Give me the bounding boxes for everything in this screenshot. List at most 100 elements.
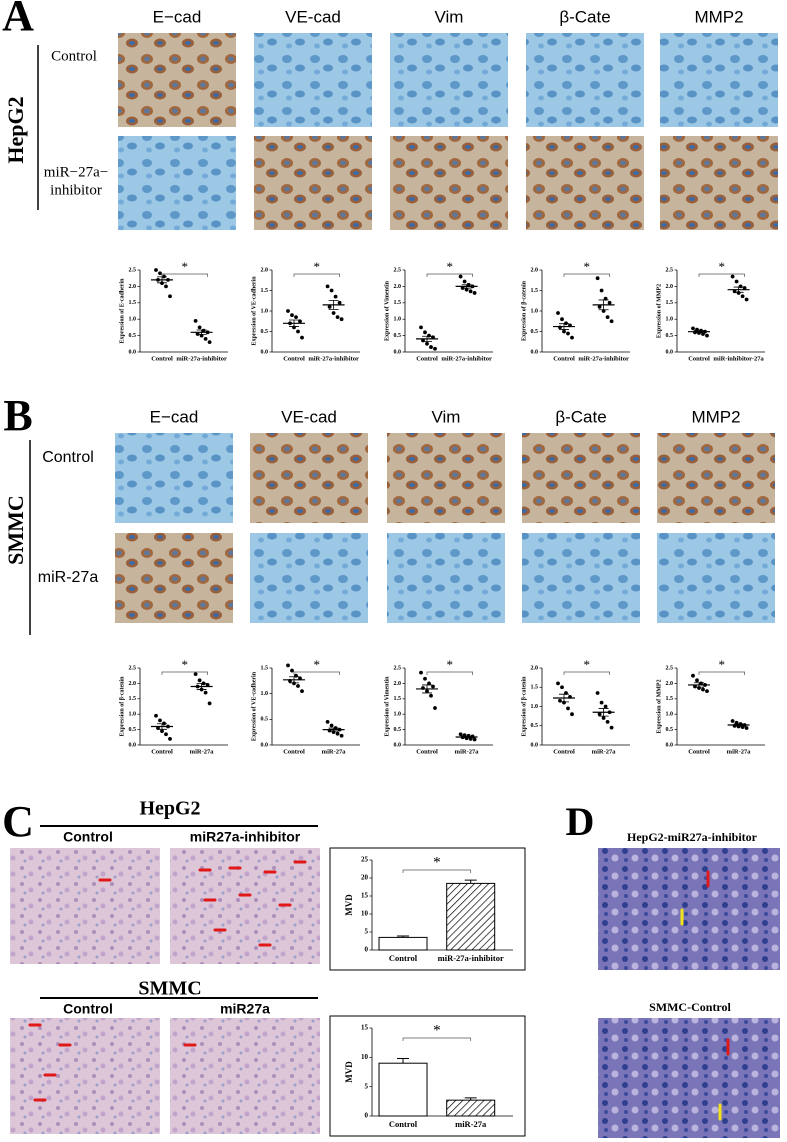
x-tick-label: miR-27a-inhibitor (578, 355, 629, 362)
error-bar (461, 735, 472, 739)
data-point (701, 687, 705, 692)
data-point (560, 317, 564, 322)
x-tick-label: miR-27a (592, 748, 617, 755)
data-point (154, 268, 158, 272)
data-point (607, 300, 612, 305)
x-tick-label: Control (151, 748, 173, 755)
x-tick-label: miR-27a (727, 748, 752, 755)
data-point (325, 284, 330, 289)
data-point (560, 685, 564, 690)
data-point (597, 712, 602, 717)
data-point (595, 691, 600, 695)
micrograph (387, 433, 505, 523)
data-point (325, 720, 330, 724)
micrograph (250, 533, 368, 623)
y-tick-label: 1.5 (531, 685, 539, 691)
y-tick-label: 1.5 (394, 300, 402, 306)
y-tick-label: 0.5 (261, 329, 269, 335)
y-tick-label: 1.5 (261, 288, 269, 294)
significance-label: * (314, 657, 321, 672)
data-point (296, 684, 300, 688)
error-bar (464, 879, 477, 884)
x-tick-label: Control (688, 355, 710, 362)
y-tick-label: 0.5 (129, 727, 137, 733)
micrograph (598, 848, 780, 970)
significance-bracket (402, 869, 472, 873)
micrograph (118, 33, 236, 127)
bar (378, 936, 428, 951)
y-axis-label: Expression of VE-cadherin (251, 276, 257, 346)
data-point (193, 672, 198, 677)
data-point (695, 678, 699, 683)
marker-label: E−cad (153, 7, 202, 26)
data-point (158, 271, 162, 276)
data-point (329, 723, 334, 728)
y-tick-label: 5 (365, 928, 369, 936)
data-point (599, 700, 604, 705)
x-tick-label: Control (283, 748, 305, 755)
data-point (431, 335, 435, 340)
data-point (595, 276, 600, 281)
data-point (335, 731, 340, 736)
y-tick-label: 0.0 (394, 349, 402, 355)
significance-bracket (698, 671, 745, 675)
group-title: SMMC (138, 978, 201, 1000)
y-axis-label: Expression of Vimentin (384, 280, 390, 341)
error-bar (422, 335, 432, 342)
data-point (705, 333, 709, 338)
data-point (339, 317, 344, 322)
data-point (730, 719, 735, 723)
data-point (329, 288, 334, 293)
data-point (472, 737, 477, 742)
y-tick-label: 1.5 (531, 288, 539, 294)
y-tick-label: 0.5 (261, 717, 269, 723)
group-title: HepG2 (139, 798, 200, 820)
data-point (339, 733, 344, 738)
y-tick-label: 0.0 (531, 742, 539, 748)
error-bar (397, 1058, 410, 1064)
column-label: miR27a (220, 1001, 270, 1017)
y-tick-label: 0.5 (531, 329, 539, 335)
data-point (294, 315, 298, 320)
data-point (164, 284, 168, 289)
marker-label: MMP2 (691, 407, 740, 426)
data-point (168, 294, 172, 299)
y-tick-label: 2.0 (394, 681, 402, 687)
data-point (154, 713, 158, 718)
data-point (562, 329, 566, 334)
y-axis-label: Expression of MMP2 (656, 284, 662, 338)
y-tick-label: 1.0 (261, 308, 269, 314)
data-point (433, 706, 437, 710)
row-label: Control (42, 449, 94, 466)
significance-label: * (433, 1023, 441, 1039)
y-axis-label: Expression of VE-cadherin (251, 671, 257, 741)
y-tick-label: 1.0 (394, 712, 402, 718)
y-tick-label: 2.5 (129, 267, 137, 273)
data-point (335, 315, 340, 320)
marker-label: Vim (435, 7, 464, 26)
data-point (740, 294, 745, 299)
micrograph (250, 433, 368, 523)
bar (446, 882, 496, 951)
data-point (286, 309, 290, 313)
y-axis-label: MVD (344, 1061, 354, 1083)
data-point (164, 732, 168, 737)
caption: SMMC-Control (649, 1000, 731, 1014)
data-point (691, 326, 695, 331)
micrograph (522, 433, 640, 523)
significance-bracket (563, 671, 610, 675)
y-tick-label: 1.5 (666, 300, 674, 306)
y-axis-label: MVD (344, 894, 354, 916)
error-bar (733, 723, 744, 727)
y-tick-label: 2.5 (666, 665, 674, 671)
error-bar (422, 684, 432, 694)
error-bar (559, 693, 569, 703)
y-tick-label: 2.0 (394, 284, 402, 290)
error-bar (289, 676, 299, 684)
data-point (197, 678, 202, 683)
data-point (691, 673, 695, 678)
y-tick-label: 2.5 (129, 665, 137, 671)
row-label: inhibitor (50, 182, 102, 198)
y-tick-label: 15 (361, 892, 369, 900)
